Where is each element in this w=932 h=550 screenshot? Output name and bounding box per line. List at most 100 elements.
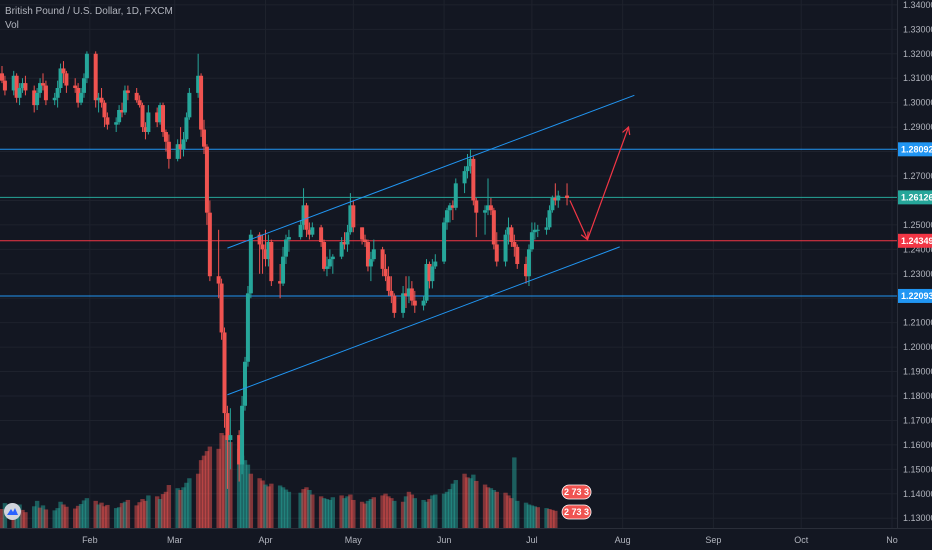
candle-body: [544, 227, 549, 230]
volume-bar: [154, 496, 160, 528]
candle-body: [61, 68, 66, 74]
candle-body: [52, 97, 57, 101]
volume-bar: [81, 500, 87, 528]
candle-body: [20, 83, 25, 88]
candle-body: [40, 83, 45, 86]
candle-body: [242, 361, 247, 406]
volume-bar: [157, 499, 163, 528]
candle-body: [0, 73, 4, 81]
candle-body: [526, 249, 531, 277]
channel-lower-line: [227, 246, 620, 396]
candle-body: [322, 242, 327, 269]
volume-bar: [512, 457, 517, 528]
volume-bar: [134, 505, 139, 528]
candle-body: [371, 249, 376, 260]
volume-bar: [216, 448, 221, 528]
candle-body: [237, 435, 242, 465]
candle-body: [146, 112, 151, 132]
candle-body: [553, 198, 558, 201]
candle-body: [494, 244, 499, 262]
time-tick-label: May: [345, 535, 363, 545]
volume-bar: [236, 448, 242, 528]
volume-label: Vol: [5, 20, 19, 31]
volume-bar: [462, 473, 467, 528]
volume-bar: [23, 512, 28, 528]
time-tick-label: Mar: [167, 535, 183, 545]
candle-body: [260, 244, 265, 250]
volume-badge: [561, 504, 592, 520]
time-tick-label: Sep: [705, 535, 721, 545]
volume-bar: [550, 509, 555, 528]
candle-body: [392, 295, 397, 313]
volume-bar: [61, 504, 66, 528]
candle-body: [163, 132, 168, 142]
price-tick-label: 1.33000: [903, 24, 932, 34]
candle-body: [166, 141, 171, 159]
volume-bar: [359, 501, 365, 528]
volume-bar: [321, 498, 327, 528]
candle-body: [465, 166, 470, 172]
candle-body: [339, 242, 344, 257]
volume-bar: [34, 500, 40, 528]
volume-bar: [362, 503, 368, 528]
volume-bar: [386, 496, 391, 528]
candle-body: [114, 122, 119, 125]
volume-bar: [17, 504, 22, 528]
candle-body: [278, 281, 283, 284]
candle-body: [512, 242, 517, 247]
volume-bar: [204, 451, 210, 528]
candle-body: [491, 210, 496, 245]
volume-bar: [280, 487, 286, 528]
volume-bar: [409, 494, 415, 528]
candle-body: [380, 249, 385, 269]
candle-body: [58, 68, 63, 88]
volume-bar: [532, 506, 538, 528]
candle-body: [515, 246, 520, 264]
candle-body: [134, 92, 139, 101]
volume-bar: [119, 503, 125, 528]
volume-bar: [228, 442, 233, 528]
volume-bar: [198, 460, 204, 528]
candle-body: [161, 105, 166, 132]
volume-bar: [140, 499, 145, 528]
volume-bar: [474, 480, 479, 528]
candle-body: [248, 234, 253, 294]
tradingview-logo[interactable]: [4, 503, 21, 520]
candle-body: [550, 198, 555, 211]
candle-body: [79, 92, 84, 103]
volume-bar: [55, 508, 60, 528]
volume-bar: [403, 496, 409, 528]
price-tick-label: 1.32000: [903, 49, 932, 59]
candle-body: [447, 205, 452, 211]
volume-bar: [146, 495, 151, 528]
volume-bar: [160, 494, 166, 528]
price-tick-label: 1.30000: [903, 98, 932, 108]
price-tick-label: 1.21000: [903, 318, 932, 328]
volume-bar: [269, 483, 274, 528]
volume-bar: [266, 486, 271, 528]
volume-bar: [239, 455, 245, 528]
volume-bars: [0, 433, 558, 528]
candle-body: [430, 266, 435, 282]
volume-bar: [515, 500, 520, 528]
price-tick-label: 1.19000: [903, 367, 932, 377]
candle-body: [240, 405, 245, 465]
price-tick-label: 1.17000: [903, 415, 932, 425]
candle-body: [503, 234, 508, 262]
volume-bar: [72, 508, 78, 528]
volume-bar: [503, 492, 508, 528]
volume-bar: [509, 498, 514, 528]
price-label-badge: [898, 288, 932, 303]
volume-bar: [421, 499, 426, 528]
volume-bar: [245, 464, 251, 528]
candle-body: [64, 73, 69, 86]
candle-body: [488, 205, 493, 211]
logo-icon: [7, 508, 18, 515]
horizontal-lines: [0, 148, 897, 297]
volume-bar: [283, 489, 289, 528]
candle-body: [199, 75, 204, 130]
candle-body: [409, 288, 414, 301]
time-tick-label: Feb: [82, 535, 98, 545]
